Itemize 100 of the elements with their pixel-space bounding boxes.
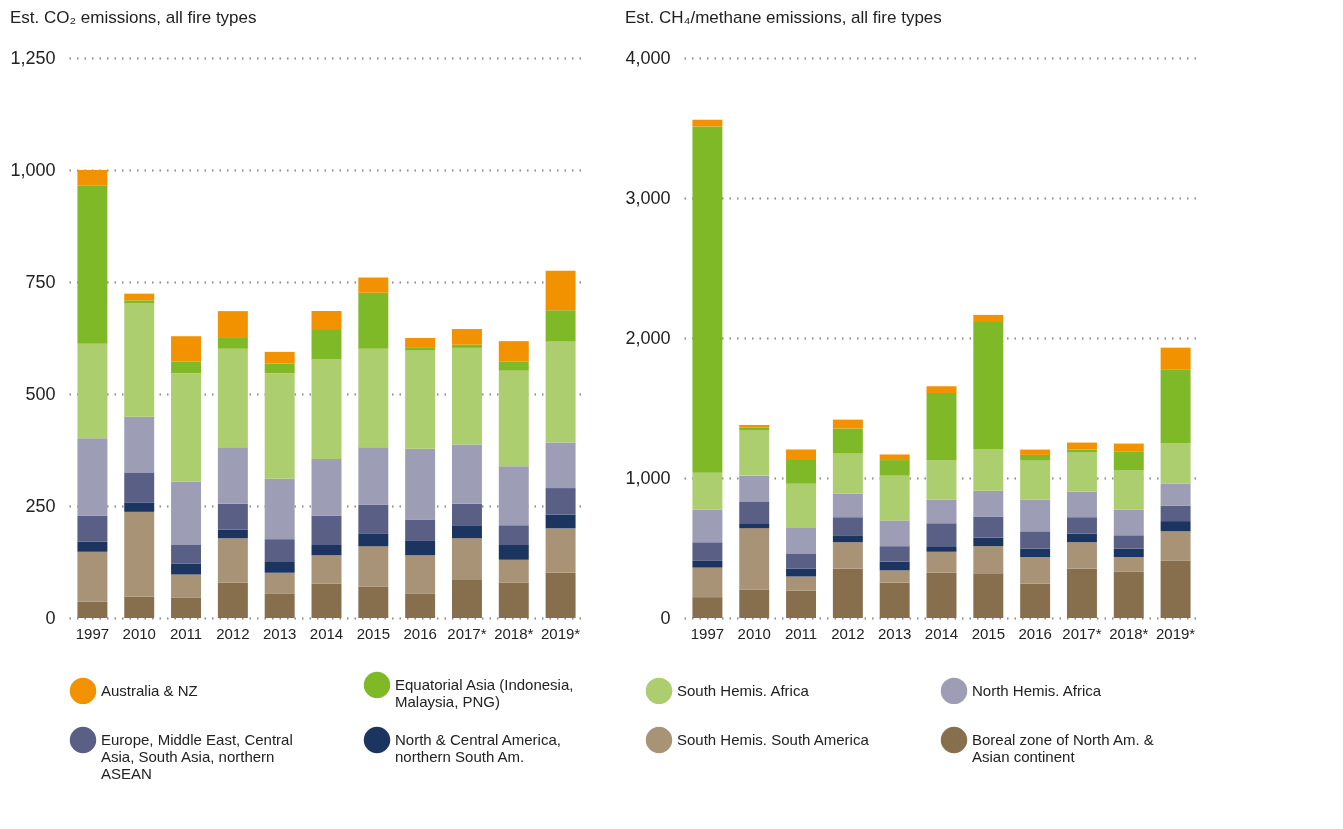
bar [739, 589, 770, 618]
bar [311, 329, 342, 360]
bar [879, 454, 910, 461]
bar [973, 537, 1004, 547]
bar [545, 572, 576, 618]
bar [1160, 505, 1191, 522]
bar [1020, 548, 1051, 558]
chart-title: Est. CH₄/methane emissions, all fire types [624, 8, 942, 27]
bar [358, 447, 389, 505]
x-tick-label: 2013 [262, 624, 297, 642]
bar [217, 348, 248, 448]
bar [405, 338, 436, 348]
bar [451, 538, 482, 580]
bar [1020, 460, 1051, 500]
bar [77, 551, 108, 602]
bar [1113, 557, 1144, 572]
legend-label: North Hemis. Africa [972, 681, 1102, 699]
bar [739, 501, 770, 524]
y-tick-label: 2,000 [625, 327, 671, 348]
bar [124, 511, 155, 597]
bar [124, 300, 155, 304]
bar [1160, 560, 1191, 618]
bar [786, 528, 817, 554]
bar [1113, 470, 1144, 510]
bar [311, 311, 342, 330]
bar [1160, 347, 1191, 370]
x-tick-label: 1997 [75, 624, 110, 642]
bar [545, 528, 576, 573]
bar [264, 593, 295, 618]
bar [832, 535, 863, 543]
bar [77, 185, 108, 344]
bar [1160, 531, 1191, 561]
bar [451, 329, 482, 345]
bar [739, 528, 770, 590]
bar [879, 475, 910, 521]
bar [692, 567, 723, 598]
legend-label: Australia & NZ [101, 681, 198, 699]
bar [77, 438, 108, 516]
x-tick-label: 2014 [309, 624, 344, 642]
bar [926, 546, 957, 552]
bar [311, 515, 342, 545]
bar [1113, 509, 1144, 536]
bar [739, 523, 770, 529]
bar [311, 544, 342, 556]
bar [1066, 568, 1097, 618]
bar [1020, 454, 1051, 461]
bar [358, 546, 389, 587]
bar [973, 314, 1004, 323]
bar [171, 563, 202, 575]
bar [358, 277, 389, 293]
y-tick-label: 750 [25, 271, 56, 292]
bar [545, 442, 576, 489]
bar [1066, 452, 1097, 492]
bar [832, 517, 863, 536]
x-tick-label: 2019* [540, 624, 581, 642]
bar [451, 579, 482, 618]
bar [879, 460, 910, 476]
bar [786, 553, 817, 569]
bar [405, 519, 436, 541]
bar [692, 472, 723, 510]
bar [926, 392, 957, 461]
bar [1066, 442, 1097, 450]
bar [498, 370, 529, 467]
bar [786, 568, 817, 577]
bar [1160, 369, 1191, 444]
bar [217, 311, 248, 338]
x-tick-label: 2017* [447, 624, 487, 642]
y-tick-label: 250 [25, 495, 56, 516]
bar [1020, 531, 1051, 549]
bar [311, 359, 342, 459]
y-tick-label: 0 [45, 607, 56, 628]
bar [879, 582, 910, 618]
bar [124, 596, 155, 618]
x-tick-label: 2015 [971, 624, 1006, 642]
bar [498, 582, 529, 618]
bar [973, 322, 1004, 449]
bar [1113, 571, 1144, 618]
bar [405, 593, 436, 618]
x-tick-label: 2011 [169, 624, 203, 642]
bar [832, 419, 863, 429]
bar [692, 597, 723, 618]
bar [451, 344, 482, 348]
bar [832, 493, 863, 518]
bar [124, 303, 155, 417]
x-tick-label: 2015 [356, 624, 391, 642]
bar [405, 448, 436, 520]
x-tick-label: 2018* [1109, 624, 1149, 642]
bar [405, 350, 436, 449]
bar [264, 363, 295, 374]
legend-label: Boreal zone of North Am. & Asian continent [972, 731, 1154, 765]
bar [451, 444, 482, 504]
bar [926, 551, 957, 573]
bar [171, 574, 202, 598]
bar [124, 472, 155, 503]
bar [264, 539, 295, 562]
bar [358, 292, 389, 349]
bar [498, 559, 529, 583]
x-tick-label: 2016 [1018, 624, 1052, 642]
bar [1160, 483, 1191, 506]
bar [1113, 451, 1144, 471]
